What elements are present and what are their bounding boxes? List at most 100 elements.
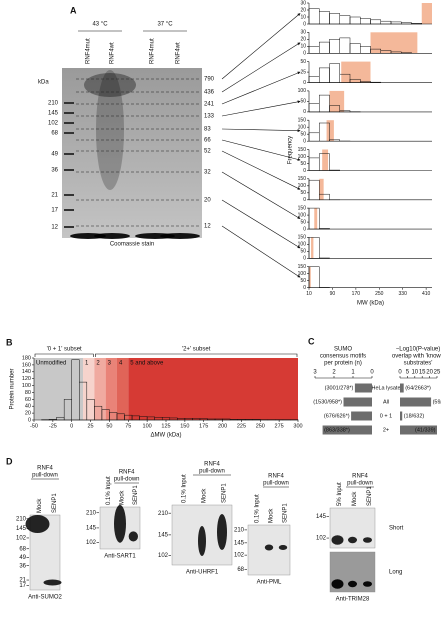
exposure-label: Long (389, 570, 402, 576)
fraction-label: 436 (204, 90, 215, 96)
x-tick-label: 90 (330, 291, 336, 297)
bar (308, 207, 320, 230)
marker-label: 145 (86, 525, 97, 531)
x-tick-label: 75 (125, 423, 131, 429)
marker-label: 145 (316, 514, 327, 520)
panel-label: A (70, 5, 77, 15)
bar (308, 237, 320, 259)
x-tick-label: -50 (30, 423, 38, 429)
x-tick-label: 10 (411, 370, 418, 376)
marker-label: 210 (16, 516, 27, 522)
bar (400, 397, 432, 407)
marker-label: 49 (19, 555, 26, 561)
marker-band (64, 122, 74, 124)
bar (329, 39, 340, 54)
y-tick-label: 150 (298, 118, 307, 124)
x-tick-label: 250 (375, 291, 384, 297)
bar (400, 411, 403, 421)
y-tick-label: 30 (300, 0, 306, 6)
arrow (221, 139, 301, 161)
x-tick-label: 25 (88, 423, 94, 429)
y-tick-label: 0 (303, 51, 306, 57)
blot-header: RNF4 (268, 474, 284, 480)
highlight (326, 120, 334, 142)
bar (339, 37, 351, 54)
y-tick-label: 140 (22, 369, 31, 375)
y-tick-label: 50 (300, 190, 306, 196)
bar (308, 179, 320, 201)
bar (319, 41, 330, 54)
region-label: Unmodified (36, 361, 66, 367)
fraction-label: 12 (204, 224, 211, 230)
bar (351, 411, 372, 421)
y-tick-label: 180 (22, 355, 31, 361)
annotation: (1530/958*) (313, 399, 342, 405)
arrow (221, 13, 301, 80)
blot-band (25, 515, 50, 533)
bar (360, 46, 371, 54)
blot-header: pull-down (347, 481, 373, 487)
y-axis-label: Frequency (288, 136, 294, 164)
y-axis-label: Protein number (10, 368, 16, 409)
x-tick-label: 200 (218, 423, 227, 429)
x-tick-label: 5 (406, 370, 410, 376)
y-tick-label: 80 (25, 390, 31, 396)
x-tick-label: -25 (49, 423, 57, 429)
gel (62, 68, 202, 238)
y-tick-label: 10 (300, 44, 306, 50)
marker-label: 210 (48, 101, 59, 107)
bar (370, 19, 381, 25)
chart-title: −Log10(P-value) (396, 347, 441, 353)
bar (339, 15, 351, 25)
bar (349, 16, 361, 25)
y-tick-label: 50 (300, 132, 306, 138)
bar (400, 383, 404, 393)
bar (322, 425, 372, 435)
y-tick-label: 50 (300, 278, 306, 284)
bar (308, 76, 320, 83)
arrow (221, 171, 301, 219)
antibody-label: Anti-SUMO2 (28, 595, 62, 601)
antibody-label: Anti-SART1 (104, 554, 136, 560)
arrow (221, 42, 301, 93)
bar (308, 8, 320, 25)
blot-header: RNF4 (352, 474, 368, 480)
marker-label: 102 (234, 553, 245, 559)
highlight (322, 149, 329, 171)
bar (319, 94, 330, 113)
region-label: 5 and above (130, 361, 164, 367)
lane-label: RNF4wt (176, 42, 182, 64)
arrow (221, 199, 301, 249)
blot-band (198, 526, 206, 556)
y-tick-label: 100 (298, 212, 307, 218)
highlight (370, 32, 418, 54)
lane-label: Mock (352, 491, 358, 506)
lane-label: Mock (37, 498, 43, 513)
marker-band (64, 194, 74, 196)
highlight (341, 61, 371, 83)
gel-band (70, 233, 106, 239)
annotation: (3001/278*) (325, 385, 354, 391)
highlight (309, 266, 311, 288)
blot-band (331, 579, 344, 589)
y-tick-label: 40 (25, 404, 31, 410)
x-tick-label: 10 (306, 291, 312, 297)
subset-label: '2+' subset (182, 347, 211, 353)
x-tick-label: 125 (161, 423, 170, 429)
region (105, 358, 117, 420)
y-tick-label: 0 (303, 226, 306, 232)
lane-label: RNF4mut (150, 38, 156, 64)
marker-label: 36 (51, 168, 58, 174)
region (116, 358, 129, 420)
y-tick-label: 0 (303, 256, 306, 262)
blot-band (264, 544, 274, 551)
blot-header: RNF4 (37, 466, 53, 472)
x-axis-label: ΔMW (kDa) (150, 433, 181, 439)
y-tick-label: 50 (300, 59, 306, 65)
arrow (221, 150, 301, 190)
blot-band (348, 536, 357, 544)
gel-band (160, 233, 200, 239)
x-tick-label: 410 (422, 291, 431, 297)
marker-band (64, 132, 74, 134)
